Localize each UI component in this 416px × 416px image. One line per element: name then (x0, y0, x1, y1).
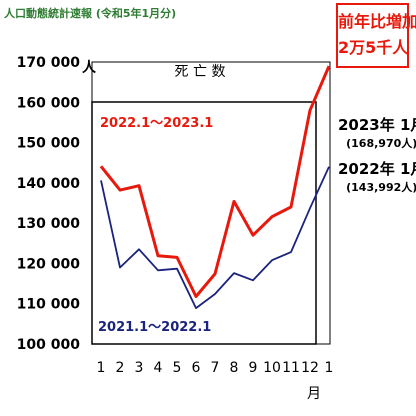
x-tick-label: 2 (116, 360, 125, 376)
yoy-box-line2: 2万5千人 (338, 38, 409, 57)
annotation-2022-label: 2022年 1月 (338, 160, 416, 178)
series-line-2022-2023 (99, 65, 331, 298)
y-tick-label: 130 000 (17, 216, 81, 232)
x-tick-label: 12 (301, 360, 319, 376)
yoy-box-line1: 前年比増加 (338, 12, 416, 31)
x-tick-label: 6 (192, 360, 201, 376)
y-tick-label: 110 000 (17, 297, 81, 313)
x-tick-label: 11 (282, 360, 300, 376)
page-title: 人口動態統計速報 (令和5年1月分) (4, 7, 177, 20)
yoy-increase-box: 前年比増加 2万5千人 (336, 3, 416, 68)
y-tick-label: 140 000 (17, 176, 81, 192)
annotation-2023-jan: 2023年 1月 (168,970人) (338, 114, 416, 151)
y-unit-label: 人 (82, 59, 97, 76)
chart-title: 死 亡 数 (175, 64, 226, 80)
y-axis-ticks: 100 000 110 000 120 000 130 000 140 000 150 0… (17, 55, 81, 353)
series-lines (99, 65, 331, 310)
series-line-2021-2022 (100, 166, 330, 310)
x-tick-label: 7 (211, 360, 220, 376)
legend-series-2021-2022: 2021.1～2022.1 (98, 320, 211, 335)
annotation-2022-jan: 2022年 1月 (143,992人) (338, 158, 416, 195)
highlight-box (91, 101, 317, 345)
annotation-2023-value: (168,970人) (346, 137, 416, 150)
legend-series-2022-2023: 2022.1～2023.1 (100, 116, 213, 131)
annotation-2022-value: (143,992人) (346, 181, 416, 194)
y-tick-label: 120 000 (17, 256, 81, 272)
x-tick-label: 3 (135, 360, 144, 376)
plot-frame (91, 61, 331, 345)
x-tick-label: 8 (230, 360, 239, 376)
x-axis-ticks: 1 2 3 4 5 6 7 8 9 10 11 12 1 (97, 360, 334, 376)
annotation-2023-label: 2023年 1月 (338, 116, 416, 134)
x-tick-label: 1 (325, 360, 334, 376)
y-tick-label: 170 000 (17, 55, 81, 71)
x-tick-label: 10 (263, 360, 281, 376)
x-tick-label: 1 (97, 360, 106, 376)
y-tick-label: 100 000 (17, 337, 81, 353)
y-tick-label: 150 000 (17, 136, 81, 152)
y-tick-label: 160 000 (17, 95, 81, 111)
x-tick-label: 9 (249, 360, 258, 376)
x-tick-label: 5 (173, 360, 182, 376)
x-tick-label: 4 (154, 360, 163, 376)
x-unit-label: 月 (307, 386, 321, 402)
